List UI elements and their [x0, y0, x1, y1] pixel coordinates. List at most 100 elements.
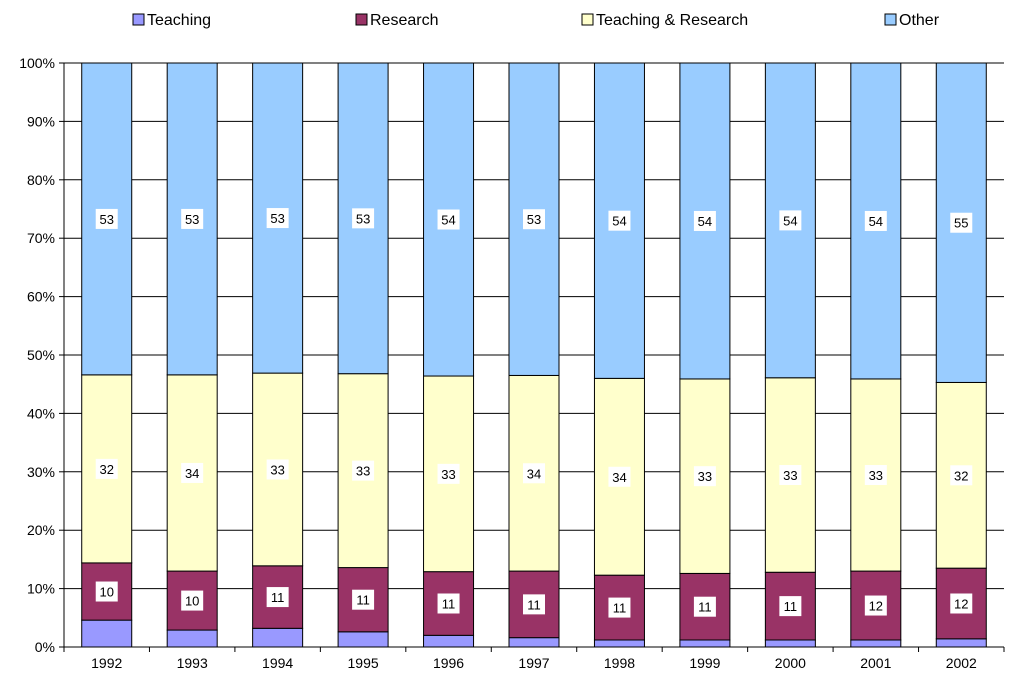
- legend: Teaching Research Teaching & Research Other: [132, 12, 940, 29]
- x-axis: 1992 1993 1994 1995 1996 1997 1998 1999 2000 2001…: [63, 646, 1005, 671]
- data-label-bg: [352, 589, 375, 610]
- y-tick-label: 0%: [35, 639, 55, 655]
- bar-teaching-1999: [679, 639, 731, 648]
- data-label-bg: [608, 210, 631, 231]
- data-label-bg: [181, 462, 204, 483]
- data-label-other-1999: 54: [698, 214, 712, 229]
- x-tick-label: 1992: [91, 655, 122, 671]
- y-tick-label: 60%: [27, 289, 55, 305]
- data-label-research-2002: 12: [954, 596, 968, 611]
- data-label-bg: [437, 463, 460, 484]
- data-label-other-1996: 54: [441, 213, 455, 228]
- data-label-research-1992: 10: [99, 585, 113, 600]
- data-label-teaching-and-research-1993: 34: [185, 466, 199, 481]
- data-label-other-2001: 54: [869, 214, 883, 229]
- y-tick-label: 100%: [19, 55, 55, 71]
- data-label-bg: [352, 460, 375, 481]
- bar-teaching-1993: [166, 629, 218, 648]
- data-label-teaching-and-research-1999: 33: [698, 469, 712, 484]
- legend-swatch-teaching-and-research: [581, 13, 594, 26]
- data-label-bg: [523, 463, 545, 484]
- y-tick-label: 30%: [27, 464, 55, 480]
- data-label-bg: [693, 466, 716, 487]
- data-label-other-1997: 53: [527, 212, 541, 227]
- bar-teaching-2000: [764, 639, 816, 648]
- data-label-bg: [608, 597, 631, 618]
- x-tick-label: 1996: [433, 655, 464, 671]
- data-label-research-1994: 11: [271, 590, 285, 605]
- bar-teaching-1998: [593, 639, 645, 648]
- y-tick-label: 70%: [27, 230, 55, 246]
- bar-teaching-and-research-1997: [508, 374, 560, 572]
- data-label-research-1998: 11: [613, 601, 627, 616]
- bars: 10 32 53 10 34 53 11 33 53 11 33 53 11 33 54 11 34 53 11 34…: [81, 62, 987, 648]
- y-tick-label: 80%: [27, 172, 55, 188]
- data-label-other-1993: 53: [185, 212, 199, 227]
- legend-label-research: Research: [370, 12, 438, 29]
- x-tick-label: 1999: [689, 655, 720, 671]
- data-label-bg: [693, 596, 716, 617]
- data-label-bg: [693, 210, 716, 231]
- legend-swatch-research: [355, 13, 368, 26]
- y-tick-label: 20%: [27, 522, 55, 538]
- data-label-teaching-and-research-1992: 32: [99, 462, 113, 477]
- data-label-bg: [437, 209, 460, 230]
- data-label-other-1998: 54: [612, 214, 626, 229]
- data-label-other-1995: 53: [356, 211, 370, 226]
- data-label-bg: [950, 465, 973, 486]
- data-label-teaching-and-research-1994: 33: [270, 462, 284, 477]
- data-label-bg: [864, 210, 887, 231]
- bar-teaching-2001: [850, 639, 902, 648]
- data-label-bg: [95, 581, 118, 602]
- data-label-bg: [266, 208, 289, 229]
- data-label-bg: [779, 210, 802, 231]
- y-tick-label: 50%: [27, 347, 55, 363]
- x-tick-label: 1994: [262, 655, 293, 671]
- data-label-bg: [266, 459, 289, 480]
- data-label-bg: [950, 212, 973, 233]
- data-label-bg: [181, 590, 204, 611]
- bar-teaching-1995: [337, 631, 389, 648]
- data-label-bg: [95, 458, 118, 479]
- data-label-bg: [523, 209, 545, 230]
- legend-label-teaching: Teaching: [147, 12, 211, 29]
- y-axis: 0% 10% 20% 30% 40% 50% 60% 70% 80% 90% 100%: [19, 55, 65, 655]
- data-label-teaching-and-research-1996: 33: [441, 467, 455, 482]
- data-label-other-2002: 55: [954, 216, 968, 231]
- bar-teaching-2002: [935, 638, 987, 648]
- data-label-bg: [437, 593, 460, 614]
- x-tick-label: 1995: [348, 655, 379, 671]
- data-label-research-1996: 11: [442, 596, 456, 611]
- data-label-research-1993: 10: [185, 594, 199, 609]
- data-label-research-1999: 11: [698, 600, 712, 615]
- x-tick-label: 2002: [946, 655, 977, 671]
- data-label-bg: [864, 465, 887, 486]
- bar-teaching-1997: [508, 637, 560, 648]
- data-label-bg: [864, 595, 887, 616]
- data-label-other-1992: 53: [99, 212, 113, 227]
- data-label-teaching-and-research-2000: 33: [783, 468, 797, 483]
- data-label-teaching-and-research-1998: 34: [612, 470, 626, 485]
- data-label-bg: [95, 208, 118, 229]
- bar-teaching-1994: [252, 627, 304, 648]
- data-label-research-1997: 11: [527, 597, 541, 612]
- data-label-other-1994: 53: [270, 211, 284, 226]
- data-label-bg: [779, 596, 802, 617]
- data-label-teaching-and-research-1997: 34: [527, 466, 541, 481]
- data-label-research-2001: 12: [869, 599, 883, 614]
- data-label-bg: [266, 587, 289, 608]
- data-label-teaching-and-research-2001: 33: [869, 468, 883, 483]
- x-tick-label: 1998: [604, 655, 635, 671]
- data-label-bg: [523, 594, 545, 615]
- y-tick-label: 40%: [27, 405, 55, 421]
- legend-label-other: Other: [899, 12, 940, 29]
- x-tick-label: 1997: [518, 655, 549, 671]
- x-tick-label: 1993: [177, 655, 208, 671]
- data-label-bg: [608, 466, 631, 487]
- bar-teaching-1996: [423, 634, 475, 648]
- legend-label-teaching-and-research: Teaching & Research: [596, 12, 748, 29]
- data-label-teaching-and-research-2002: 32: [954, 468, 968, 483]
- data-label-teaching-and-research-1995: 33: [356, 464, 370, 479]
- data-label-bg: [181, 208, 204, 229]
